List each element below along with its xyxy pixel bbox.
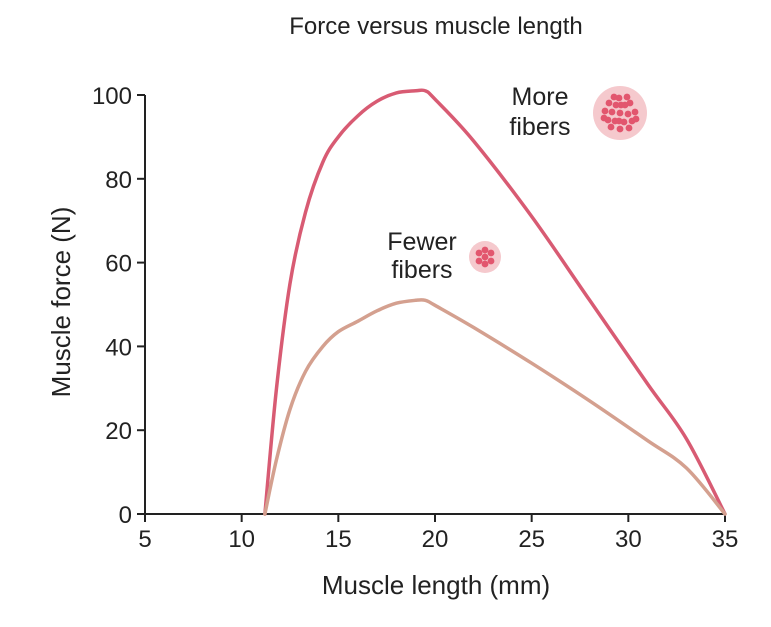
fiber-dot — [608, 108, 616, 116]
y-axis-label: Muscle force (N) — [46, 207, 76, 398]
annotation-more-fibers: More fibers — [509, 83, 647, 141]
fiber-dot — [626, 99, 634, 107]
fiber-dot — [475, 249, 483, 257]
series-line-more — [263, 88, 727, 516]
fiber-dot — [625, 124, 633, 132]
fiber-dot — [632, 115, 640, 123]
y-tick-label: 20 — [105, 418, 132, 445]
y-tick-label: 60 — [105, 251, 132, 278]
series-group — [263, 88, 727, 516]
fiber-dot — [616, 125, 624, 133]
muscle-bundle-many-fibers-icon — [593, 86, 647, 140]
annotation-fewer-fibers: Fewer fibers — [387, 228, 501, 284]
x-tick-label: 25 — [518, 526, 545, 553]
y-tick-label: 0 — [119, 502, 132, 529]
x-tick-label: 35 — [712, 526, 739, 553]
fiber-dot — [481, 253, 489, 261]
fiber-dot — [487, 249, 495, 257]
fiber-dot — [487, 257, 495, 265]
annotation-fewer-line1: Fewer — [387, 228, 456, 256]
annotation-more-line2: fibers — [509, 113, 570, 141]
y-tick-label: 40 — [105, 334, 132, 361]
annotation-more-line1: More — [512, 83, 569, 111]
fiber-dot — [605, 99, 613, 107]
axis-ticks: 5 10 15 20 25 30 35 0 20 40 60 80 100 — [92, 83, 738, 553]
fiber-dot — [617, 101, 625, 109]
annotation-fewer-line2: fibers — [391, 256, 452, 284]
x-axis-label: Muscle length (mm) — [322, 570, 550, 600]
fiber-dot — [624, 110, 632, 118]
fiber-dot — [623, 93, 631, 101]
series-line-fewer — [263, 298, 727, 516]
fiber-dot — [481, 246, 489, 254]
fiber-dot — [612, 101, 620, 109]
x-tick-label: 30 — [615, 526, 642, 553]
chart-title: Force versus muscle length — [289, 13, 582, 40]
x-tick-label: 10 — [228, 526, 255, 553]
x-tick-label: 5 — [138, 526, 151, 553]
fiber-dot — [481, 260, 489, 268]
fiber-dot — [610, 93, 618, 101]
x-tick-label: 15 — [325, 526, 352, 553]
y-tick-label: 80 — [105, 167, 132, 194]
fiber-dot — [600, 114, 608, 122]
fiber-dot — [607, 123, 615, 131]
fiber-dot — [615, 117, 623, 125]
muscle-bundle-few-fibers-icon — [469, 241, 501, 273]
y-tick-label: 100 — [92, 83, 132, 110]
fiber-dot — [631, 108, 639, 116]
x-tick-label: 20 — [422, 526, 449, 553]
fiber-dot — [616, 109, 624, 117]
fiber-dot — [601, 107, 609, 115]
fiber-dot — [475, 257, 483, 265]
